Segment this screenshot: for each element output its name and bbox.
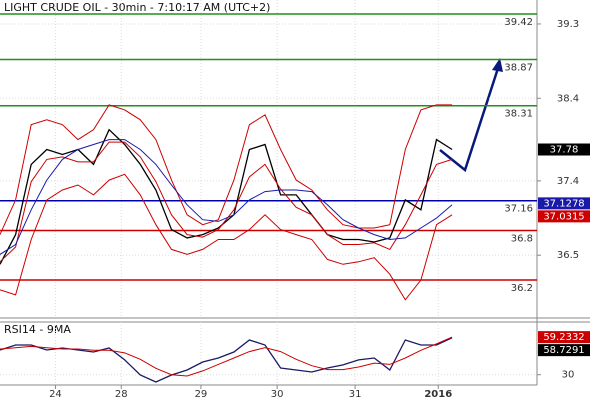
- last-value-label: 37.0315: [543, 211, 584, 222]
- series-line: [0, 336, 453, 377]
- last-value-label: 37.1278: [543, 198, 584, 209]
- y-tick-label: 36.5: [557, 250, 579, 261]
- x-tick-label: 29: [195, 389, 208, 400]
- last-value-label: 37.78: [550, 145, 579, 156]
- last-value-box: [538, 344, 590, 357]
- last-value-box: [538, 143, 590, 156]
- last-value-label: 59.2332: [543, 332, 584, 343]
- y-tick-label: 30: [562, 370, 575, 381]
- x-tick-label: 31: [349, 389, 362, 400]
- arrow-head: [492, 58, 503, 72]
- x-tick-label: 2016: [424, 389, 452, 400]
- last-value-box: [538, 210, 590, 223]
- series-line: [0, 128, 453, 265]
- x-tick-label: 30: [271, 389, 284, 400]
- panel-title: RSI14 - 9MA: [4, 323, 71, 336]
- series-line: [0, 104, 453, 235]
- chart-title: LIGHT CRUDE OIL - 30min - 7:10:17 AM (UT…: [4, 1, 270, 14]
- x-tick-label: 24: [49, 389, 62, 400]
- series-line: [0, 139, 453, 255]
- y-tick-label: 37.4: [557, 176, 579, 187]
- y-tick-label: 39.3: [557, 19, 579, 30]
- series-line: [0, 337, 453, 383]
- series-line: [0, 173, 453, 301]
- level-label: 38.31: [504, 109, 533, 120]
- level-label: 36.8: [511, 233, 533, 244]
- last-value-label: 58.7291: [543, 345, 584, 356]
- x-tick-label: 28: [115, 389, 128, 400]
- last-value-box: [538, 331, 590, 344]
- level-label: 39.42: [504, 17, 533, 28]
- level-label: 37.16: [504, 204, 533, 215]
- forecast-arrow: [439, 61, 502, 173]
- level-label: 38.87: [504, 62, 533, 73]
- last-value-box: [538, 197, 590, 210]
- level-label: 36.2: [511, 283, 533, 294]
- y-tick-label: 38.4: [557, 93, 579, 104]
- series-line: [0, 141, 453, 263]
